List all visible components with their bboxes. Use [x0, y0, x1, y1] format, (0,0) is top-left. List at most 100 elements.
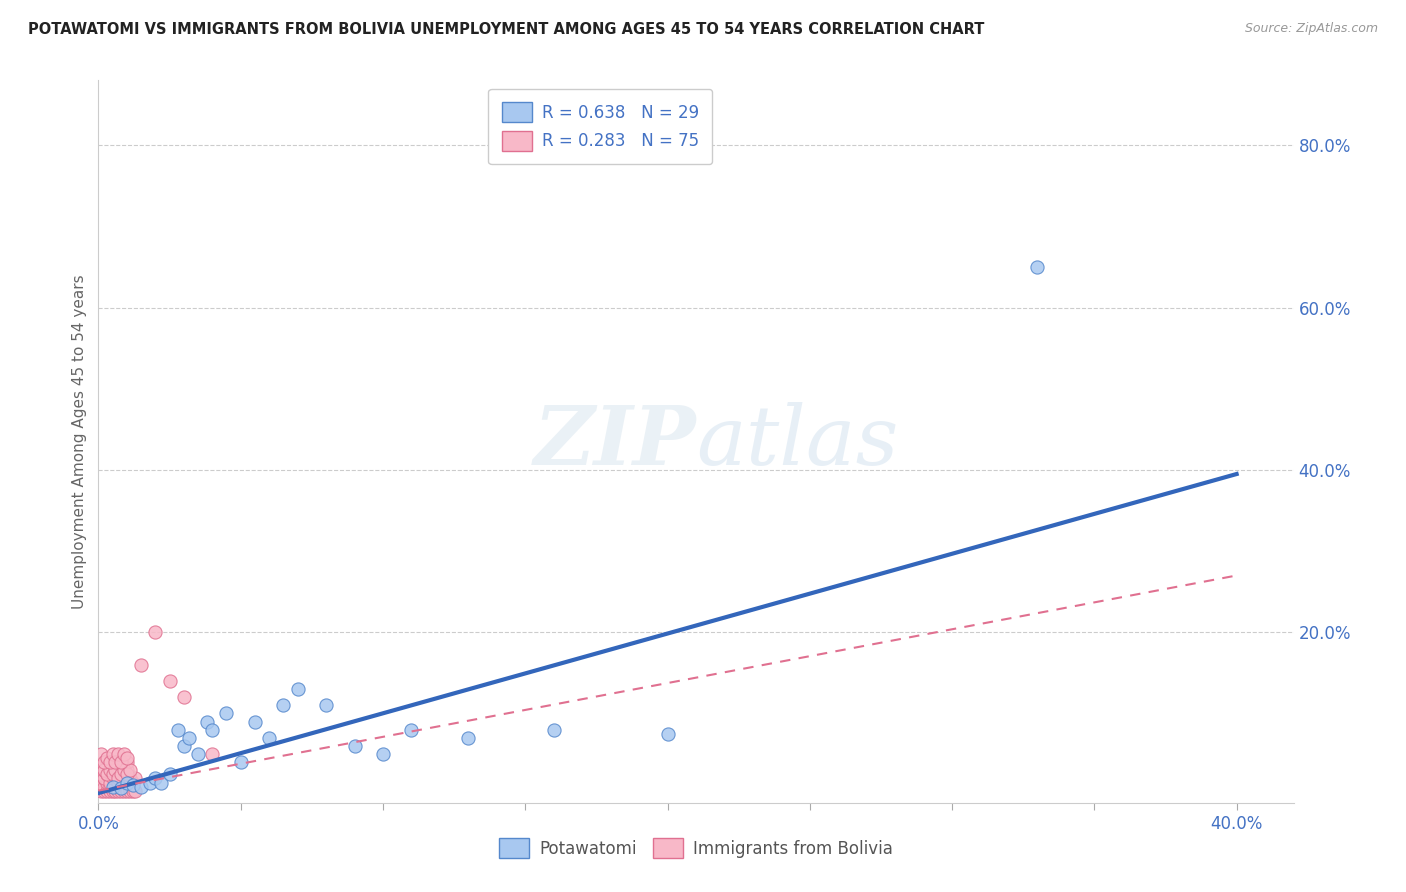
- Point: [115, 775, 138, 789]
- Point: [107, 772, 129, 786]
- Y-axis label: Unemployment Among Ages 45 to 54 years: Unemployment Among Ages 45 to 54 years: [72, 274, 87, 609]
- Point: [96, 755, 118, 769]
- Point: [229, 755, 252, 769]
- Text: POTAWATOMI VS IMMIGRANTS FROM BOLIVIA UNEMPLOYMENT AMONG AGES 45 TO 54 YEARS COR: POTAWATOMI VS IMMIGRANTS FROM BOLIVIA UN…: [28, 22, 984, 37]
- Point: [173, 690, 195, 705]
- Point: [110, 764, 132, 778]
- Point: [104, 780, 127, 794]
- Point: [215, 706, 238, 721]
- Point: [173, 739, 195, 753]
- Point: [93, 780, 115, 794]
- Point: [107, 772, 129, 786]
- Point: [101, 780, 124, 794]
- Point: [101, 772, 124, 786]
- Point: [90, 767, 112, 781]
- Point: [107, 747, 129, 761]
- Point: [98, 783, 121, 797]
- Point: [107, 775, 129, 789]
- Point: [90, 775, 112, 789]
- Point: [143, 625, 166, 640]
- Point: [101, 767, 124, 781]
- Point: [257, 731, 280, 745]
- Point: [112, 759, 135, 773]
- Point: [98, 759, 121, 773]
- Point: [90, 780, 112, 794]
- Point: [115, 764, 138, 778]
- Point: [98, 755, 121, 769]
- Point: [98, 764, 121, 778]
- Point: [90, 759, 112, 773]
- Point: [101, 783, 124, 797]
- Point: [104, 755, 127, 769]
- Point: [107, 755, 129, 769]
- Point: [96, 751, 118, 765]
- Point: [112, 747, 135, 761]
- Point: [93, 783, 115, 797]
- Point: [371, 747, 394, 761]
- Point: [657, 727, 679, 741]
- Point: [93, 755, 115, 769]
- Point: [543, 723, 565, 737]
- Point: [110, 783, 132, 797]
- Point: [118, 772, 141, 786]
- Point: [110, 775, 132, 789]
- Point: [118, 764, 141, 778]
- Point: [98, 775, 121, 789]
- Point: [112, 764, 135, 778]
- Point: [129, 780, 152, 794]
- Text: ZIP: ZIP: [533, 401, 696, 482]
- Point: [115, 767, 138, 781]
- Point: [121, 783, 143, 797]
- Point: [401, 723, 423, 737]
- Point: [129, 657, 152, 672]
- Point: [195, 714, 218, 729]
- Point: [104, 759, 127, 773]
- Point: [96, 767, 118, 781]
- Point: [115, 783, 138, 797]
- Point: [112, 783, 135, 797]
- Point: [115, 775, 138, 789]
- Point: [243, 714, 266, 729]
- Point: [90, 783, 112, 797]
- Point: [287, 682, 309, 697]
- Point: [110, 755, 132, 769]
- Point: [1026, 260, 1049, 274]
- Point: [90, 747, 112, 761]
- Point: [112, 772, 135, 786]
- Point: [96, 767, 118, 781]
- Point: [101, 747, 124, 761]
- Point: [104, 783, 127, 797]
- Point: [150, 775, 173, 789]
- Point: [96, 783, 118, 797]
- Point: [107, 783, 129, 797]
- Point: [179, 731, 201, 745]
- Point: [343, 739, 366, 753]
- Point: [124, 783, 146, 797]
- Point: [101, 764, 124, 778]
- Point: [273, 698, 295, 713]
- Point: [93, 772, 115, 786]
- Point: [115, 755, 138, 769]
- Point: [110, 767, 132, 781]
- Point: [96, 767, 118, 781]
- Text: Source: ZipAtlas.com: Source: ZipAtlas.com: [1244, 22, 1378, 36]
- Text: atlas: atlas: [696, 401, 898, 482]
- Point: [159, 673, 181, 688]
- Point: [159, 767, 181, 781]
- Point: [315, 698, 337, 713]
- Point: [104, 764, 127, 778]
- Point: [167, 723, 190, 737]
- Point: [138, 775, 160, 789]
- Point: [93, 772, 115, 786]
- Point: [143, 772, 166, 786]
- Point: [93, 764, 115, 778]
- Point: [201, 723, 224, 737]
- Legend: Potawatomi, Immigrants from Bolivia: Potawatomi, Immigrants from Bolivia: [491, 830, 901, 867]
- Point: [110, 781, 132, 796]
- Point: [187, 747, 209, 761]
- Point: [110, 767, 132, 781]
- Point: [201, 747, 224, 761]
- Point: [101, 775, 124, 789]
- Point: [124, 772, 146, 786]
- Point: [101, 767, 124, 781]
